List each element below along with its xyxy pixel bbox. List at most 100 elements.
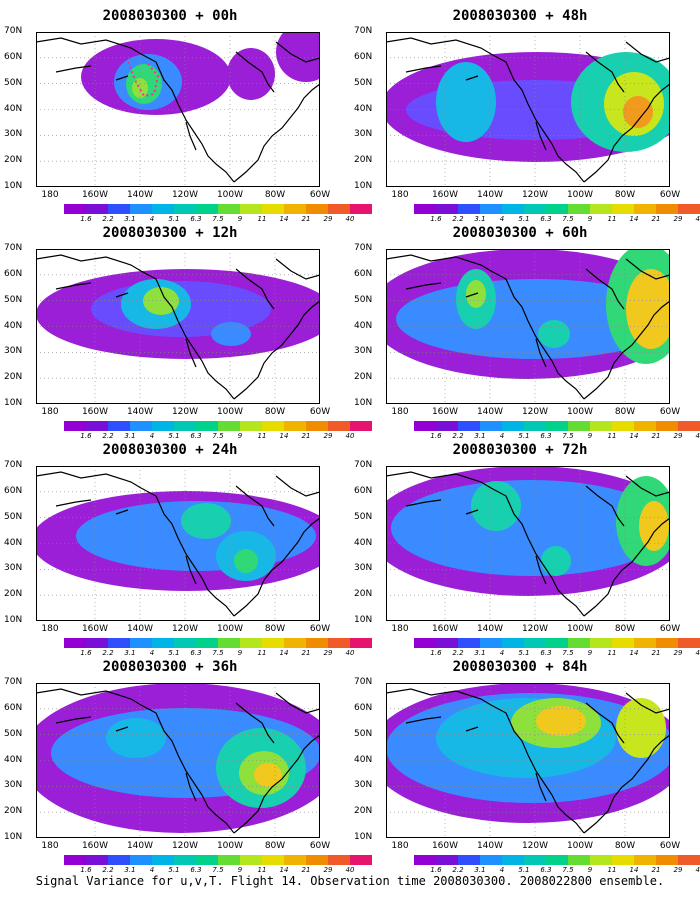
contour-blob [436,62,496,142]
lon-tick-label: 120W [171,190,199,200]
lat-tick-label: 40N [354,320,373,331]
colorbar-label: 14 [279,649,289,657]
colorbar-swatch [436,421,458,431]
colorbar-label: 2.2 [102,215,114,223]
colorbar-label: 29 [323,432,333,440]
colorbar-label: 5.1 [518,649,530,657]
colorbar-label: 9 [587,215,593,223]
coastline [235,702,275,744]
colorbar-swatch [590,204,612,214]
colorbar-swatch [64,855,86,865]
colorbar-label: 1.6 [80,866,92,874]
map-panel: 2008030300 + 84h 70N 60N 50N 40N 30N 20N 10N 180… [350,651,700,874]
lat-tick-label: 70N [4,460,23,470]
colorbar-label: 9 [587,866,593,874]
coastline [625,692,670,714]
lon-tick-label: 80W [264,624,286,634]
coastline [465,75,479,81]
colorbar [64,638,372,648]
colorbar [414,855,700,865]
colorbar-label: 1.6 [80,432,92,440]
colorbar-label: 40 [345,866,355,874]
colorbar-swatch [568,204,590,214]
colorbar-label: 5.1 [168,649,180,657]
colorbar-label: 4 [499,866,505,874]
lat-tick-label: 70N [354,677,373,687]
colorbar-label: 9 [237,649,243,657]
lon-tick-label: 120W [171,841,199,851]
colorbar-label: 40 [345,649,355,657]
colorbar-label: 7.5 [212,432,224,440]
lon-tick-label: 160W [431,407,459,417]
colorbar-swatch [590,855,612,865]
lon-tick-label: 80W [264,190,286,200]
map-svg [36,249,320,404]
coastline [55,282,92,290]
lat-tick-label: 20N [354,155,373,166]
colorbar-label: 6.3 [540,649,552,657]
colorbar-swatch [240,204,262,214]
map-svg [386,466,670,621]
coastline [465,726,479,732]
lat-tick-label: 30N [4,346,23,357]
panel-title: 2008030300 + 60h [452,225,588,241]
colorbar-swatch [678,204,700,214]
coastline [535,772,547,802]
map-frame [386,683,670,838]
coastline [275,692,320,714]
colorbar-label: 7.5 [212,215,224,223]
lat-tick-label: 60N [354,702,373,713]
coastline [583,734,670,834]
coastline [405,282,442,290]
lon-tick-label: 100W [566,841,594,851]
colorbar-label: 11 [607,432,617,440]
colorbar-swatch [458,421,480,431]
lon-tick-label: 180 [391,407,409,417]
colorbar-label: 21 [301,649,311,657]
colorbar-swatch [458,638,480,648]
coastline [583,300,670,400]
colorbar-swatch [524,855,546,865]
lat-tick-label: 70N [4,26,23,36]
colorbar-label: 3.1 [124,866,136,874]
lat-tick-label: 70N [354,460,373,470]
colorbar-swatch [218,638,240,648]
colorbar-swatch [414,204,436,214]
colorbar [414,421,700,431]
lat-tick-label: 60N [4,485,23,496]
coastline [585,51,625,93]
lat-tick-label: 40N [4,537,23,548]
colorbar-label: 4 [149,866,155,874]
map-panel: 2008030300 + 60h 70N 60N 50N 40N 30N 20N 10N 180… [350,217,700,440]
coastline [55,716,92,724]
colorbar-label: 6.3 [540,866,552,874]
colorbar-swatch [678,855,700,865]
colorbar-label: 29 [673,649,683,657]
colorbar-swatch [108,638,130,648]
coastline [465,292,479,298]
map-panel: 2008030300 + 24h 70N 60N 50N 40N 30N 20N 10N 180… [0,434,372,657]
coastline [115,292,129,298]
coastline [115,726,129,732]
coastline [625,41,670,63]
lon-tick-label: 160W [431,624,459,634]
colorbar-swatch [262,855,284,865]
colorbar-label: 40 [345,432,355,440]
coastline [235,485,275,527]
colorbar-swatch [284,204,306,214]
lon-tick-label: 120W [521,407,549,417]
coastline [55,65,92,73]
map-panel: 2008030300 + 12h 70N 60N 50N 40N 30N 20N 10N 180… [0,217,372,440]
colorbar-swatch [196,204,218,214]
coastline [275,475,320,497]
colorbar-swatch [174,421,196,431]
lon-tick-label: 180 [391,190,409,200]
colorbar-swatch [502,638,524,648]
colorbar-swatch [284,638,306,648]
colorbar-swatch [568,421,590,431]
lat-tick-label: 10N [354,181,373,191]
colorbar-label: 5.1 [168,866,180,874]
colorbar-swatch [130,204,152,214]
colorbar-label: 14 [279,866,289,874]
colorbar-label: 9 [237,866,243,874]
